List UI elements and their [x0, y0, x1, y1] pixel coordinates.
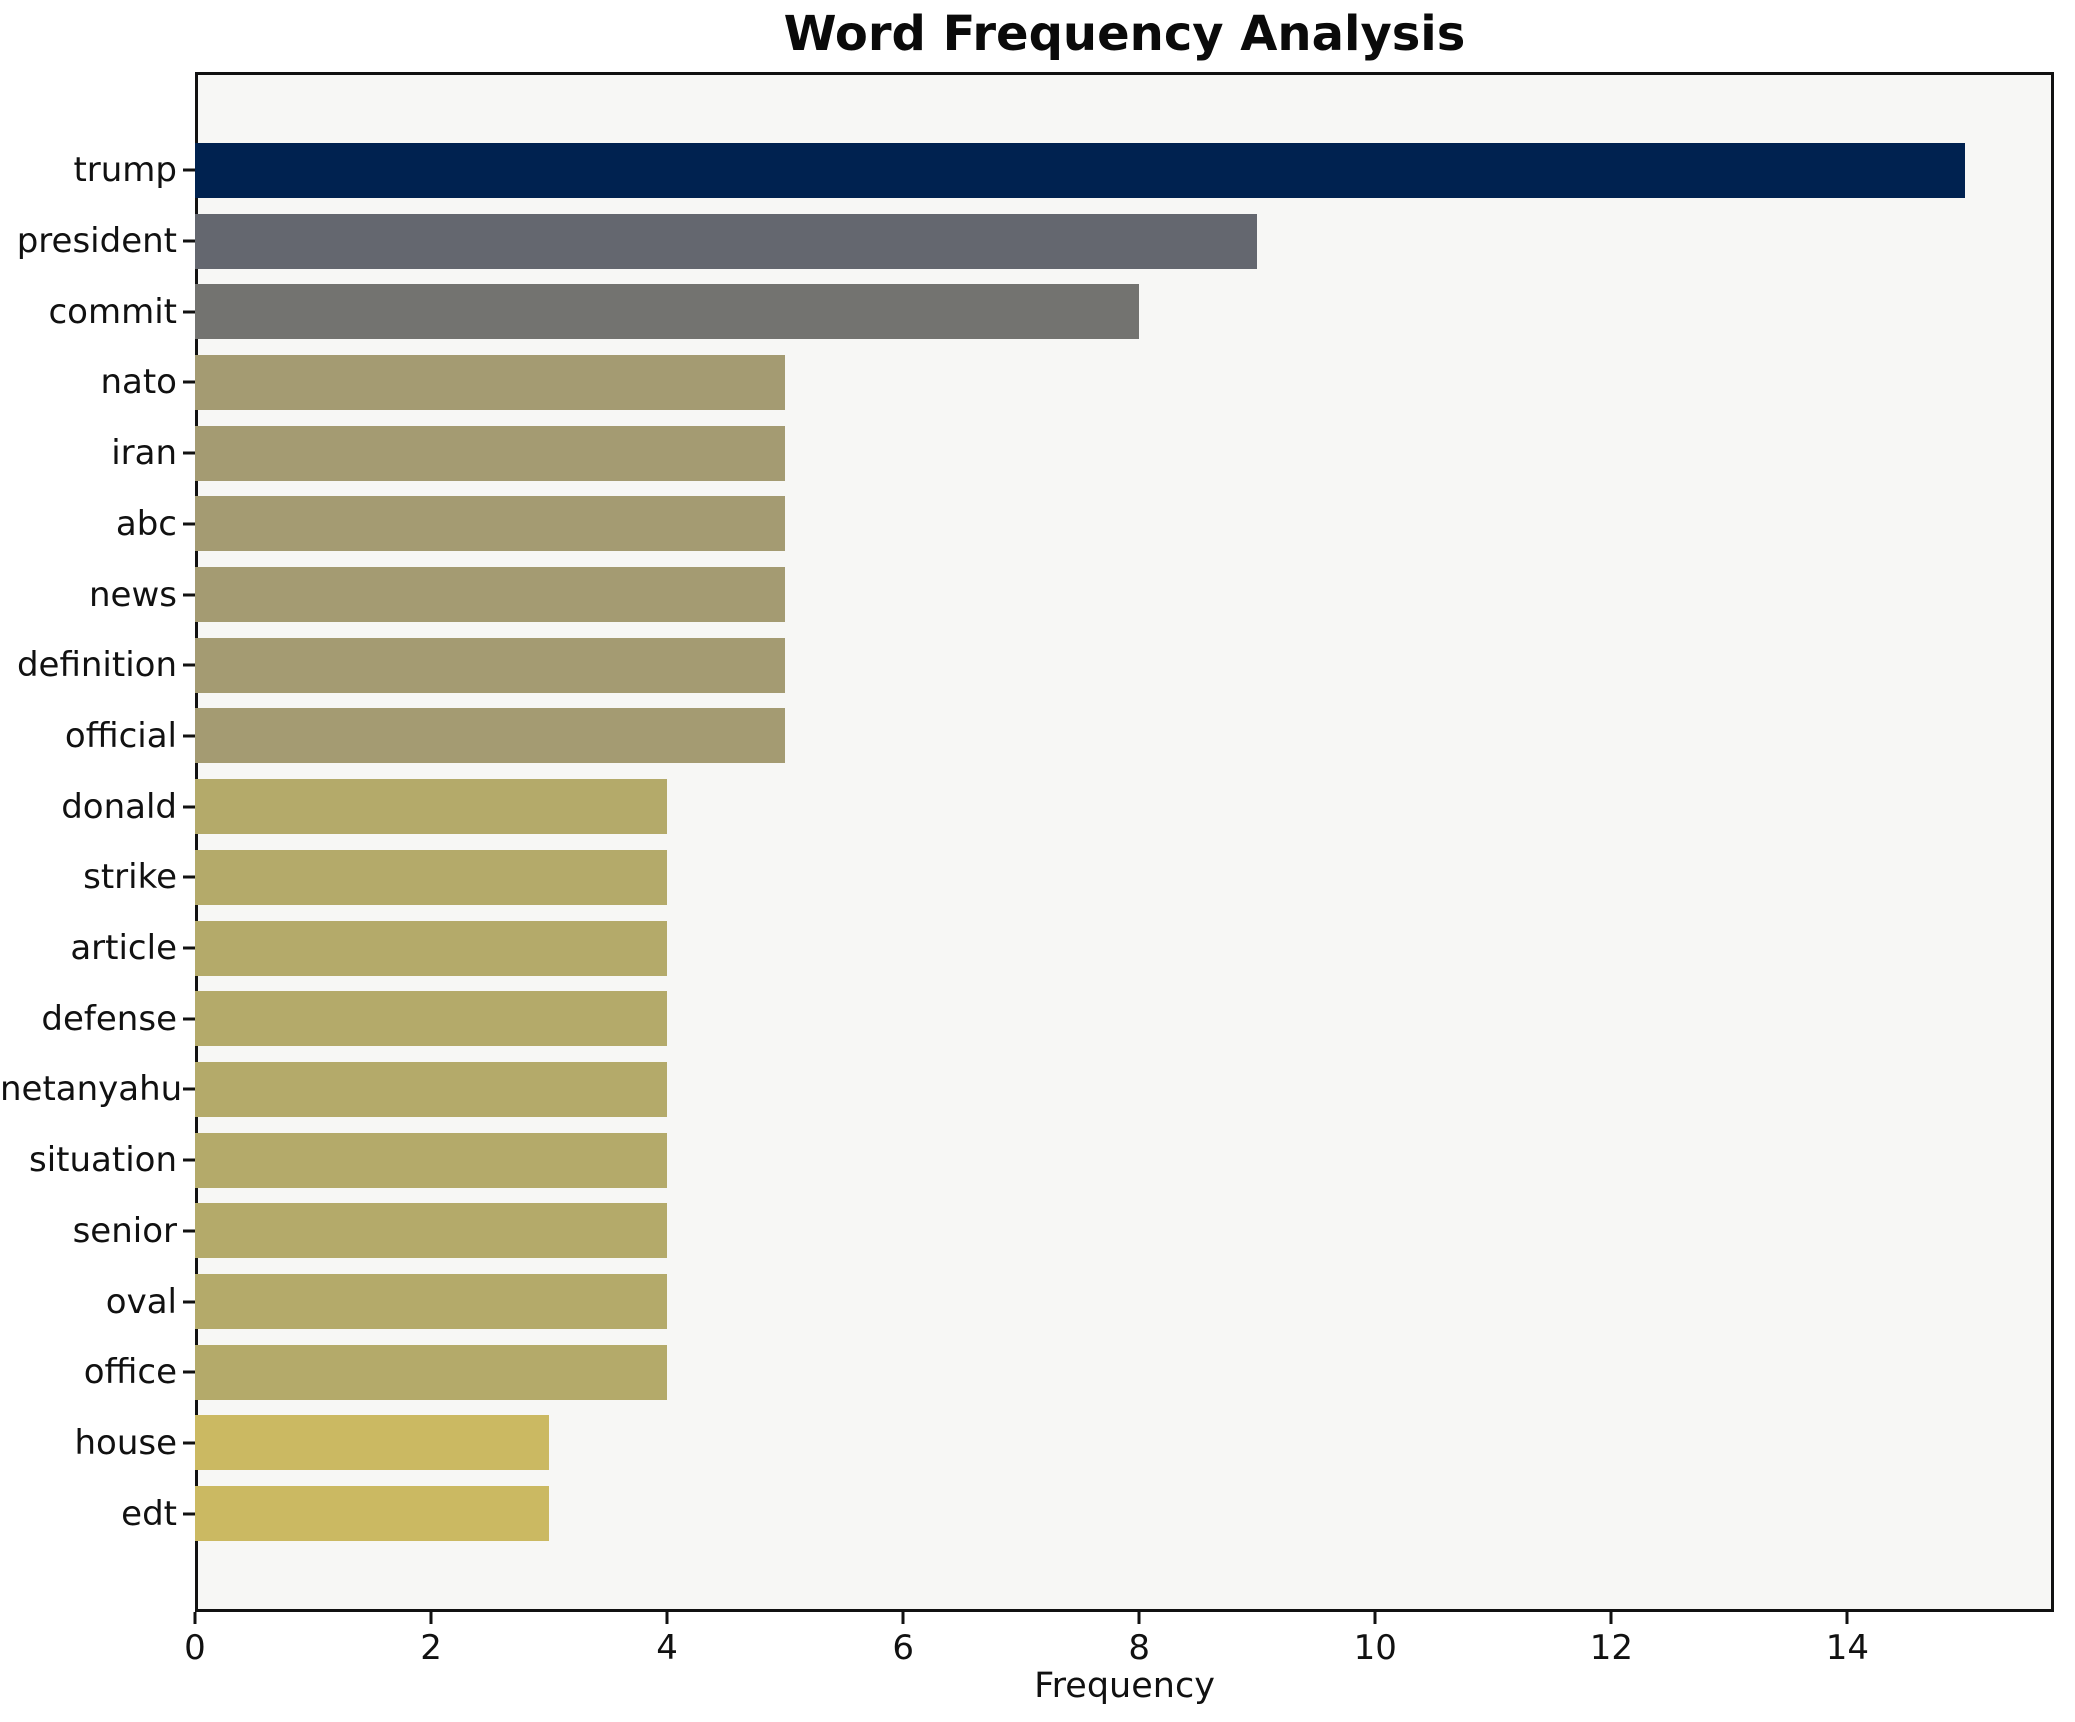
- y-tick-trump: [183, 168, 195, 172]
- y-tick-news: [183, 593, 195, 597]
- y-tick-office: [183, 1370, 195, 1374]
- y-label-office: office: [83, 1352, 177, 1393]
- x-tick-label-4: 4: [656, 1628, 678, 1668]
- chart-title: Word Frequency Analysis: [783, 6, 1466, 62]
- bars-layer: [195, 72, 2054, 1612]
- y-tick-official: [183, 734, 195, 738]
- x-tick-label-6: 6: [892, 1628, 915, 1668]
- x-axis-label: Frequency: [1034, 1666, 1215, 1706]
- y-tick-oval: [183, 1300, 195, 1304]
- y-label-trump: trump: [73, 150, 177, 191]
- y-label-edt: edt: [121, 1493, 177, 1534]
- y-label-abc: abc: [115, 503, 177, 544]
- bar-article: [195, 920, 668, 976]
- x-tick-4: [665, 1612, 669, 1624]
- y-label-commit: commit: [48, 291, 177, 332]
- y-label-oval: oval: [105, 1281, 177, 1322]
- x-tick-label-12: 12: [1589, 1628, 1634, 1668]
- y-tick-definition: [183, 663, 195, 667]
- y-tick-edt: [183, 1512, 195, 1516]
- x-tick-label-0: 0: [184, 1628, 206, 1668]
- bar-office: [195, 1344, 668, 1400]
- x-tick-8: [1137, 1612, 1141, 1624]
- bar-official: [195, 708, 786, 764]
- y-tick-donald: [183, 805, 195, 809]
- y-tick-commit: [183, 310, 195, 314]
- y-tick-netanyahu: [183, 1087, 195, 1091]
- bar-oval: [195, 1274, 668, 1330]
- bar-situation: [195, 1132, 668, 1188]
- x-tick-label-14: 14: [1825, 1628, 1870, 1668]
- x-tick-14: [1845, 1612, 1849, 1624]
- y-label-iran: iran: [111, 433, 177, 474]
- bar-defense: [195, 991, 668, 1047]
- y-label-nato: nato: [100, 362, 177, 403]
- y-label-senior: senior: [72, 1210, 177, 1251]
- bar-edt: [195, 1486, 550, 1542]
- bar-iran: [195, 425, 786, 481]
- x-tick-label-10: 10: [1353, 1628, 1397, 1668]
- y-label-president: president: [16, 221, 177, 262]
- bar-commit: [195, 284, 1140, 340]
- y-tick-article: [183, 946, 195, 950]
- x-tick-6: [901, 1612, 905, 1624]
- y-tick-nato: [183, 380, 195, 384]
- y-tick-defense: [183, 1017, 195, 1021]
- x-tick-label-8: 8: [1128, 1628, 1151, 1668]
- y-tick-abc: [183, 522, 195, 526]
- y-tick-iran: [183, 451, 195, 455]
- y-tick-senior: [183, 1229, 195, 1233]
- bar-senior: [195, 1203, 668, 1259]
- y-label-netanyahu: netanyahu: [0, 1069, 183, 1110]
- y-label-defense: defense: [41, 998, 177, 1039]
- y-label-article: article: [70, 928, 177, 969]
- bar-nato: [195, 354, 786, 410]
- x-tick-12: [1609, 1612, 1613, 1624]
- x-tick-0: [193, 1612, 197, 1624]
- bar-trump: [195, 142, 1966, 198]
- bar-strike: [195, 849, 668, 905]
- y-label-strike: strike: [83, 857, 177, 898]
- y-label-definition: definition: [16, 645, 177, 686]
- y-label-official: official: [64, 715, 177, 756]
- bar-netanyahu: [195, 1061, 668, 1117]
- bar-donald: [195, 779, 668, 835]
- bar-president: [195, 213, 1258, 269]
- y-tick-president: [183, 239, 195, 243]
- y-label-house: house: [74, 1422, 177, 1463]
- y-tick-strike: [183, 875, 195, 879]
- bar-house: [195, 1415, 550, 1471]
- y-label-situation: situation: [28, 1140, 177, 1181]
- x-tick-2: [429, 1612, 433, 1624]
- x-tick-10: [1373, 1612, 1377, 1624]
- bar-definition: [195, 637, 786, 693]
- y-label-news: news: [89, 574, 177, 615]
- y-label-donald: donald: [61, 786, 177, 827]
- y-tick-house: [183, 1441, 195, 1445]
- x-tick-label-2: 2: [420, 1628, 442, 1668]
- y-tick-situation: [183, 1158, 195, 1162]
- bar-abc: [195, 496, 786, 552]
- bar-news: [195, 567, 786, 623]
